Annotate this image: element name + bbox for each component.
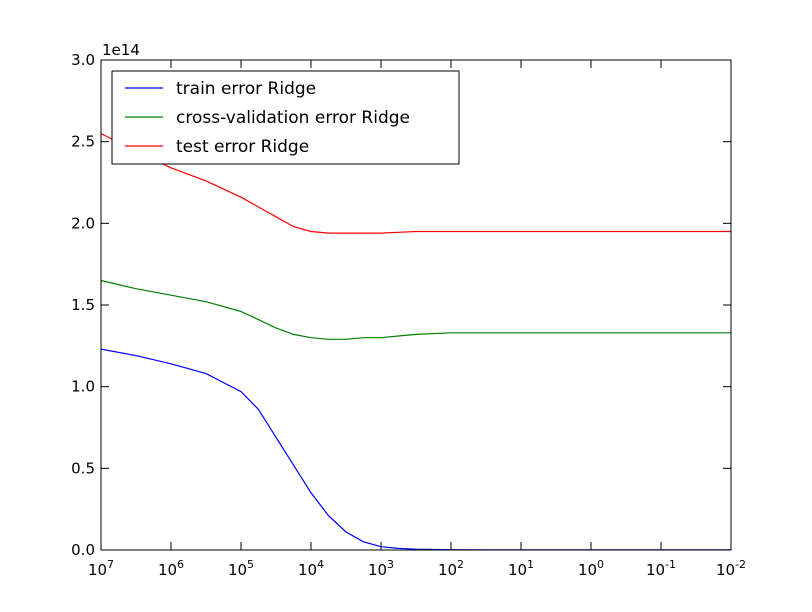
y-tick-label: 2.0 <box>71 214 95 232</box>
x-tick-label: 105 <box>228 558 254 579</box>
legend-label: cross-validation error Ridge <box>176 108 410 128</box>
x-tick-label: 103 <box>368 558 394 579</box>
x-tick-label: 101 <box>508 558 534 579</box>
y-tick-label: 1.0 <box>71 378 95 396</box>
series-line-1 <box>100 279 731 340</box>
axis-ticks: 107 106 105 104 103 102 101 100 10-1 10-2 0.0 0.5 1.… <box>71 51 746 579</box>
series-line-0 <box>100 348 731 551</box>
legend-label: train error Ridge <box>176 79 316 99</box>
y-offset-label: 1e14 <box>102 41 140 59</box>
legend-label: test error Ridge <box>176 137 309 157</box>
x-tick-label: 102 <box>438 558 464 579</box>
x-tick-label: 107 <box>88 558 114 579</box>
series-line-2 <box>100 132 731 234</box>
x-tick-label: 10-1 <box>646 558 676 579</box>
x-tick-label: 10-2 <box>716 558 746 579</box>
x-tick-label: 106 <box>158 558 184 579</box>
legend: train error Ridge cross-validation error … <box>111 70 460 165</box>
y-tick-label: 0.0 <box>71 541 95 559</box>
series-lines <box>100 132 731 551</box>
legend-box <box>111 70 460 165</box>
x-tick-label: 104 <box>298 558 324 579</box>
y-tick-label: 3.0 <box>71 51 95 69</box>
y-tick-label: 1.5 <box>71 296 95 314</box>
y-tick-label: 2.5 <box>71 133 95 151</box>
y-tick-label: 0.5 <box>71 459 95 477</box>
x-tick-label: 100 <box>578 558 604 579</box>
